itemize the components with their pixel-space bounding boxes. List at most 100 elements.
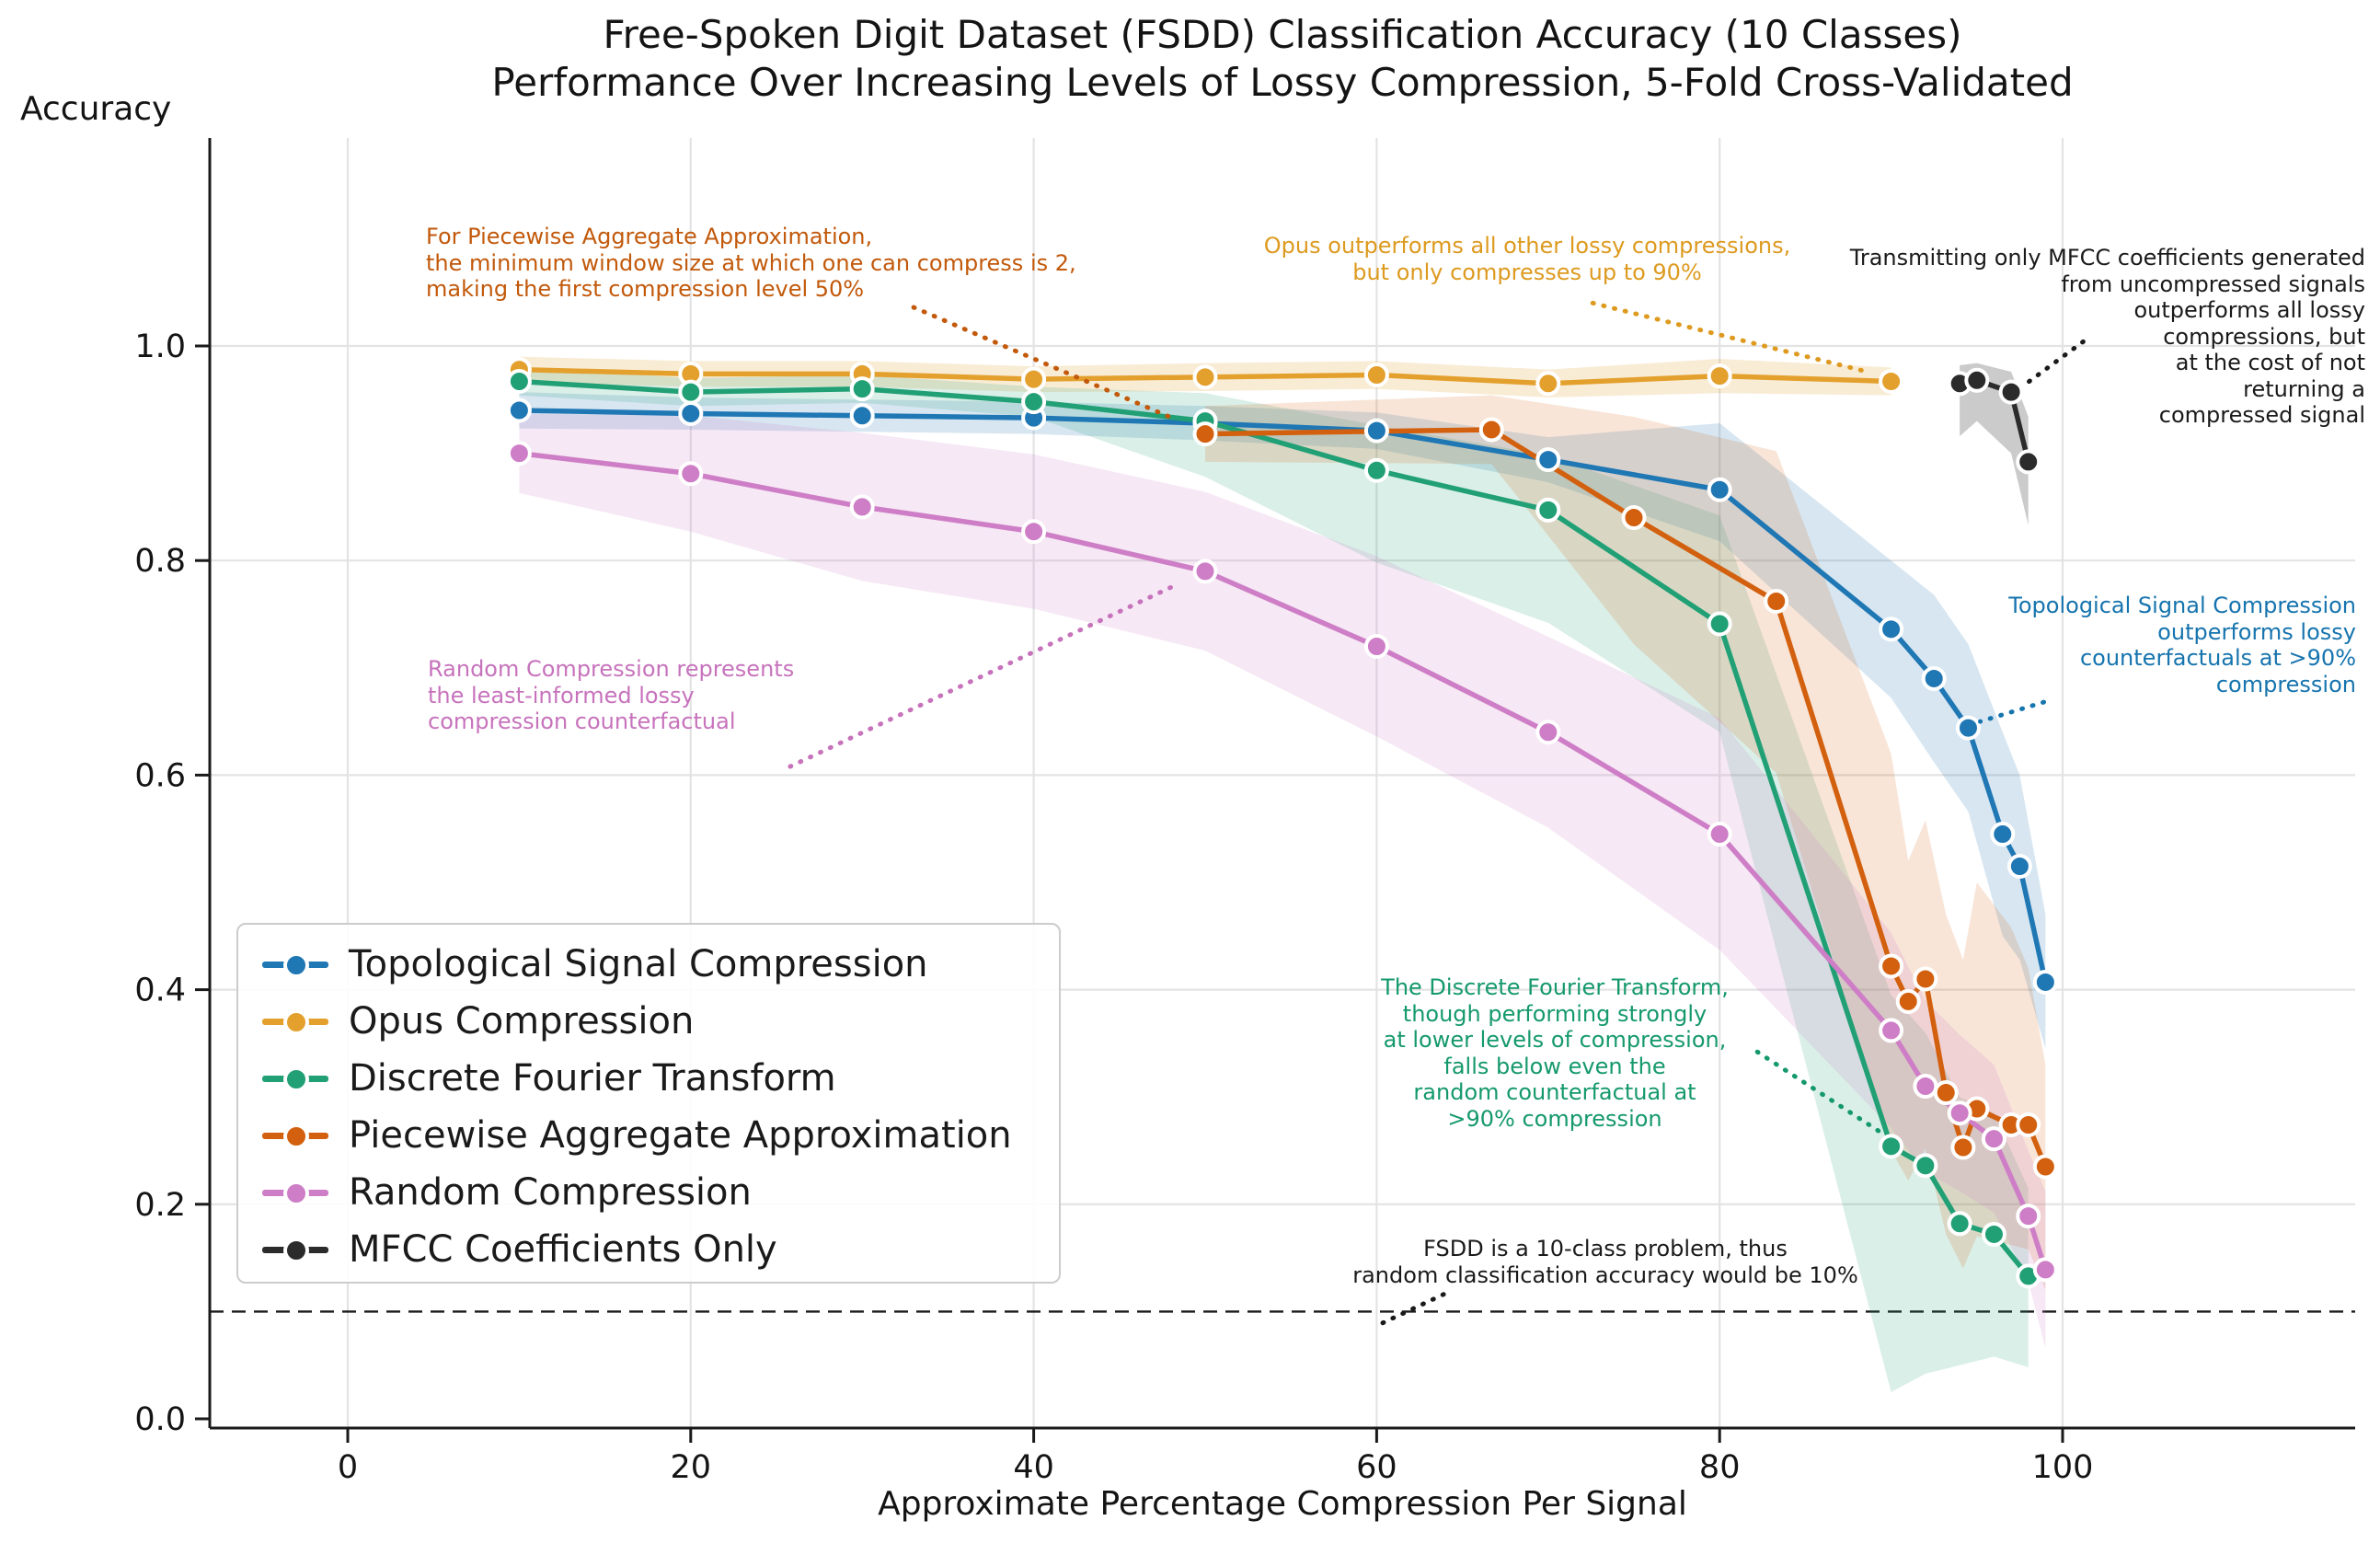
data-point: [1021, 366, 1047, 392]
annotation-dft: The Discrete Fourier Transform, though p…: [1381, 974, 1729, 1132]
annotation-baseline: FSDD is a 10-class problem, thus random …: [1352, 1236, 1858, 1288]
data-point: [2032, 1154, 2058, 1180]
annotation-topological: Topological Signal Compression outperfor…: [2008, 593, 2356, 697]
data-point: [2016, 1112, 2041, 1138]
data-point: [1879, 953, 1904, 979]
data-point: [849, 403, 875, 429]
y-tick-label: 1.0: [134, 328, 186, 365]
data-point: [1947, 1100, 1972, 1126]
data-point: [2016, 449, 2041, 475]
legend-swatch-random: [262, 1174, 328, 1211]
legend-label: Topological Signal Compression: [349, 943, 928, 985]
annotation-mfcc: Transmitting only MFCC coefficients gene…: [1849, 245, 2365, 428]
y-tick-label: 0.6: [134, 757, 186, 794]
data-point: [1998, 379, 2024, 405]
legend-swatch-mfcc: [262, 1231, 328, 1268]
data-point: [1764, 589, 1789, 615]
paa-leader: [911, 305, 1177, 421]
data-point: [1535, 720, 1561, 745]
dft-leader: [1754, 1049, 1882, 1135]
data-point: [1021, 519, 1047, 545]
data-point: [1913, 1153, 1938, 1179]
x-tick-label: 40: [1013, 1449, 1054, 1486]
data-point: [506, 368, 532, 394]
ci-band: [519, 367, 2029, 1392]
x-axis-title: Approximate Percentage Compression Per S…: [878, 1485, 1687, 1523]
legend-label: Piecewise Aggregate Approximation: [349, 1114, 1012, 1157]
data-point: [2032, 969, 2058, 995]
x-tick-label: 100: [2032, 1449, 2094, 1486]
data-point: [1192, 559, 1218, 584]
y-tick-label: 0.0: [134, 1401, 186, 1438]
mfcc-leader: [2022, 339, 2086, 387]
data-point: [678, 379, 704, 405]
data-point: [1913, 966, 1938, 992]
data-point: [1981, 1126, 2006, 1152]
ci-band: [519, 413, 2046, 1349]
data-point: [2006, 854, 2032, 880]
data-point: [1933, 1080, 1959, 1106]
y-tick-label: 0.4: [134, 973, 186, 1009]
data-point: [849, 494, 875, 520]
legend-swatch-paa: [262, 1117, 328, 1154]
annotation-opus: Opus outperforms all other lossy compres…: [1263, 233, 1791, 285]
data-point: [1478, 417, 1504, 443]
data-point: [1895, 988, 1921, 1014]
data-point: [1363, 457, 1389, 483]
legend-item-opus: Opus Compression: [262, 993, 1059, 1050]
x-tick-label: 20: [671, 1449, 712, 1486]
data-point: [2016, 1204, 2041, 1229]
legend-item-mfcc: MFCC Coefficients Only: [262, 1221, 1059, 1278]
legend-label: Opus Compression: [349, 1000, 695, 1042]
legend-item-dft: Discrete Fourier Transform: [262, 1050, 1059, 1107]
data-point: [1535, 497, 1561, 523]
x-tick-label: 0: [338, 1449, 358, 1486]
legend-label: MFCC Coefficients Only: [349, 1228, 777, 1271]
chart-title-line1: Free-Spoken Digit Dataset (FSDD) Classif…: [603, 12, 1962, 57]
legend: Topological Signal Compression Opus Comp…: [236, 923, 1061, 1284]
data-point: [1990, 822, 2016, 847]
data-point: [1964, 367, 1990, 393]
data-point: [1535, 371, 1561, 397]
x-tick-label: 80: [1699, 1449, 1741, 1486]
chart-title: Free-Spoken Digit Dataset (FSDD) Classif…: [185, 11, 2380, 107]
baseline-leader: [1379, 1292, 1446, 1326]
data-point: [2032, 1257, 2058, 1283]
data-point: [1707, 611, 1732, 637]
data-point: [1921, 665, 1947, 691]
y-axis-title: Accuracy: [20, 90, 172, 128]
data-point: [1879, 1018, 1904, 1043]
data-point: [1879, 616, 1904, 642]
data-point: [1363, 633, 1389, 659]
series-line: [516, 408, 2049, 985]
data-point: [1981, 1221, 2006, 1247]
x-tick-label: 60: [1356, 1449, 1397, 1486]
y-tick-label: 0.8: [134, 543, 186, 580]
data-point: [1879, 1134, 1904, 1159]
data-point: [1947, 1211, 1972, 1237]
legend-label: Discrete Fourier Transform: [349, 1057, 836, 1100]
topological-leader: [1978, 699, 2046, 724]
legend-swatch-dft: [262, 1060, 328, 1097]
data-point: [1363, 418, 1389, 443]
opus-leader: [1590, 300, 1870, 374]
random-leader: [788, 584, 1174, 769]
annotation-random: Random Compression represents the least-…: [428, 656, 795, 734]
legend-label: Random Compression: [349, 1171, 752, 1214]
data-point: [678, 461, 704, 487]
legend-item-paa: Piecewise Aggregate Approximation: [262, 1107, 1059, 1164]
y-tick-label: 0.2: [134, 1187, 186, 1224]
legend-item-random: Random Compression: [262, 1164, 1059, 1221]
data-point: [1707, 363, 1732, 389]
annotation-paa: For Piecewise Aggregate Approximation, t…: [426, 224, 1076, 302]
data-point: [1535, 447, 1561, 473]
data-point: [1955, 715, 1981, 741]
data-point: [678, 400, 704, 426]
data-point: [1621, 505, 1647, 531]
legend-swatch-opus: [262, 1003, 328, 1040]
data-point: [1192, 364, 1218, 390]
data-point: [506, 397, 532, 423]
data-point: [1021, 389, 1047, 415]
